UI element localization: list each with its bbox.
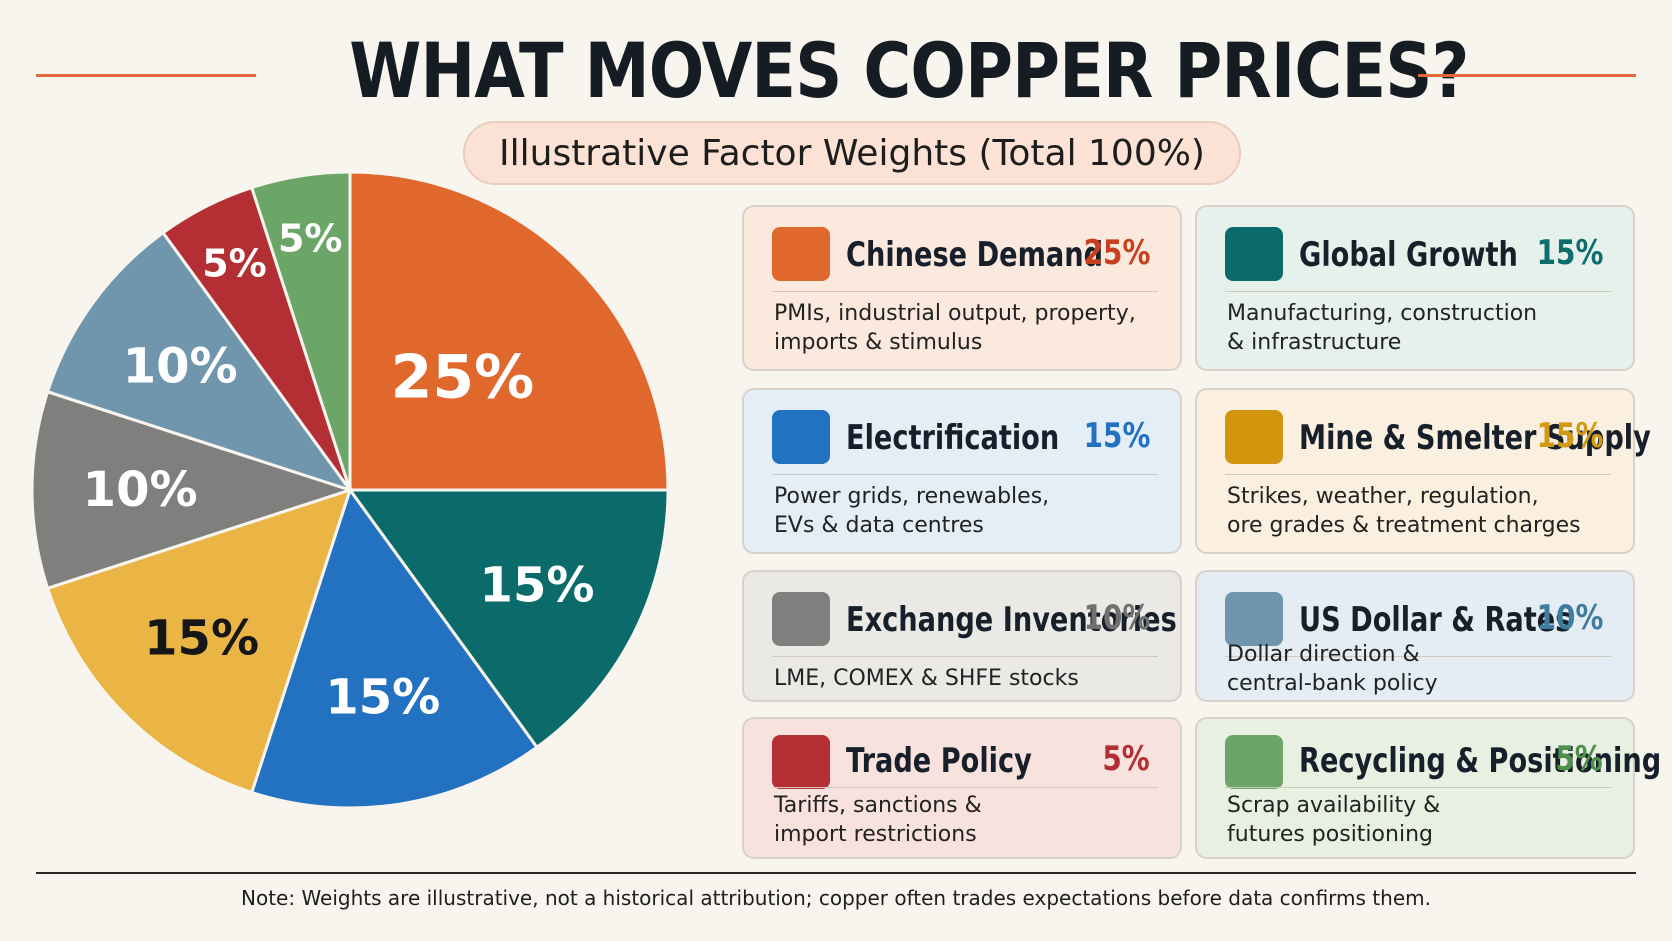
swatch-us-dollar-rates bbox=[1225, 592, 1283, 646]
card-description-line: Scrap availability & bbox=[1227, 793, 1441, 818]
swatch-electrification bbox=[772, 410, 830, 464]
card-divider bbox=[1225, 656, 1611, 657]
swatch-exchange-inventories bbox=[772, 592, 830, 646]
card-description: PMIs, industrial output, property, impor… bbox=[774, 299, 1162, 357]
swatch-recycling-positioning bbox=[1225, 735, 1283, 789]
card-chinese-demand: Chinese Demand 25% PMIs, industrial outp… bbox=[742, 205, 1182, 371]
card-divider bbox=[1225, 474, 1611, 475]
pie-slice-recycling-positioning bbox=[249, 170, 352, 491]
card-title: Exchange Inventories bbox=[846, 600, 1177, 640]
card-header: Mine & Smelter Supply 15% bbox=[1299, 412, 1651, 464]
card-title: Recycling & Positioning bbox=[1299, 741, 1662, 781]
title-rule-right bbox=[1418, 74, 1636, 77]
pie-slice-mine-smelter-supply bbox=[45, 487, 353, 795]
pie-slice-electrification bbox=[249, 486, 540, 810]
card-description-line: LME, COMEX & SHFE stocks bbox=[774, 666, 1079, 691]
card-description-line: central-bank policy bbox=[1227, 671, 1438, 696]
card-percent: 15% bbox=[1536, 416, 1603, 456]
pie-label-global-growth: 15% bbox=[480, 557, 595, 613]
card-electrification: Electrification 15% Power grids, renewab… bbox=[742, 388, 1182, 554]
card-header: Electrification 15% bbox=[846, 412, 1166, 464]
card-description-line: PMIs, industrial output, property, bbox=[774, 301, 1136, 326]
card-description-line: EVs & data centres bbox=[774, 513, 984, 538]
card-description-line: futures positioning bbox=[1227, 822, 1433, 847]
card-description: Scrap availability & futures positioning bbox=[1227, 791, 1615, 849]
card-global-growth: Global Growth 15% Manufacturing, constru… bbox=[1195, 205, 1635, 371]
card-description: Dollar direction & central-bank policy bbox=[1227, 640, 1615, 698]
card-description: LME, COMEX & SHFE stocks bbox=[774, 664, 1162, 693]
swatch-chinese-demand bbox=[772, 227, 830, 281]
card-divider bbox=[1225, 787, 1611, 788]
pie-label-mine-smelter-supply: 15% bbox=[144, 610, 259, 666]
pie-label-exchange-inventories: 10% bbox=[83, 462, 198, 518]
card-description: Power grids, renewables, EVs & data cent… bbox=[774, 482, 1162, 540]
title-rule-left bbox=[36, 74, 256, 77]
pie-chart: 25% 15% 15% 15% 10% 10% 5%5% bbox=[30, 170, 670, 810]
card-recycling-positioning: Recycling & Positioning 5% Scrap availab… bbox=[1195, 717, 1661, 859]
card-description: Manufacturing, construction & infrastruc… bbox=[1227, 299, 1615, 357]
card-percent: 5% bbox=[1555, 739, 1603, 779]
pie-slice-exchange-inventories bbox=[30, 389, 355, 591]
card-us-dollar-rates: US Dollar & Rates 10% Dollar direction &… bbox=[1195, 570, 1635, 702]
pie-label-electrification: 15% bbox=[325, 669, 440, 725]
card-description-line: Manufacturing, construction bbox=[1227, 301, 1538, 326]
subtitle-pill: Illustrative Factor Weights (Total 100%) bbox=[463, 121, 1241, 185]
card-header: Chinese Demand 25% bbox=[846, 229, 1166, 281]
card-description: Tariffs, sanctions & import restrictions bbox=[774, 791, 1162, 849]
card-description-line: import restrictions bbox=[774, 822, 977, 847]
swatch-mine-smelter-supply bbox=[1225, 410, 1283, 464]
pie-slice-us-dollar-rates bbox=[45, 230, 354, 493]
card-title: Trade Policy bbox=[846, 741, 1032, 781]
footnote: Note: Weights are illustrative, not a hi… bbox=[241, 886, 1431, 910]
card-title: Global Growth bbox=[1299, 235, 1518, 275]
card-divider bbox=[772, 787, 1158, 788]
pie-slice-global-growth bbox=[347, 488, 670, 750]
card-description-line: Strikes, weather, regulation, bbox=[1227, 484, 1539, 509]
card-mine-smelter-supply: Mine & Smelter Supply 15% Strikes, weath… bbox=[1195, 388, 1651, 554]
card-percent: 10% bbox=[1536, 598, 1603, 638]
pie-label-recycling-positioning: 5% bbox=[278, 217, 343, 261]
card-divider bbox=[772, 656, 1158, 657]
title-area: WHAT MOVES COPPER PRICES? bbox=[0, 8, 1672, 118]
card-title: Chinese Demand bbox=[846, 235, 1104, 275]
card-percent: 25% bbox=[1083, 233, 1150, 273]
card-header: Recycling & Positioning 5% bbox=[1299, 735, 1661, 787]
card-percent: 5% bbox=[1102, 739, 1150, 779]
card-divider bbox=[1225, 291, 1611, 292]
card-divider bbox=[772, 474, 1158, 475]
card-header: Global Growth 15% bbox=[1299, 229, 1619, 281]
pie-slice-chinese-demand bbox=[348, 170, 670, 492]
card-percent: 10% bbox=[1083, 598, 1150, 638]
card-header: US Dollar & Rates 10% bbox=[1299, 594, 1619, 646]
card-title: US Dollar & Rates bbox=[1299, 600, 1572, 640]
pie-label-us-dollar-rates: 10% bbox=[123, 339, 238, 395]
card-percent: 15% bbox=[1083, 416, 1150, 456]
card-description-line: Dollar direction & bbox=[1227, 642, 1420, 667]
page-title: WHAT MOVES COPPER PRICES? bbox=[349, 26, 1469, 115]
card-description-line: imports & stimulus bbox=[774, 330, 983, 355]
card-header: Exchange Inventories 10% bbox=[846, 594, 1177, 646]
card-divider bbox=[772, 291, 1158, 292]
card-description-line: Power grids, renewables, bbox=[774, 484, 1050, 509]
card-percent: 15% bbox=[1536, 233, 1603, 273]
card-description-line: & infrastructure bbox=[1227, 330, 1402, 355]
footer-rule bbox=[36, 872, 1636, 874]
card-exchange-inventories: Exchange Inventories 10% LME, COMEX & SH… bbox=[742, 570, 1182, 702]
card-description: Strikes, weather, regulation, ore grades… bbox=[1227, 482, 1615, 540]
swatch-global-growth bbox=[1225, 227, 1283, 281]
card-header: Trade Policy 5% bbox=[846, 735, 1166, 787]
card-description-line: ore grades & treatment charges bbox=[1227, 513, 1581, 538]
card-trade-policy: Trade Policy 5% Tariffs, sanctions & imp… bbox=[742, 717, 1182, 859]
card-title: Electrification bbox=[846, 418, 1060, 458]
pie-label-trade-policy: 5% bbox=[202, 241, 267, 285]
card-title: Mine & Smelter Supply bbox=[1299, 418, 1651, 458]
swatch-trade-policy bbox=[772, 735, 830, 789]
pie-label-chinese-demand: 25% bbox=[391, 343, 535, 413]
card-description-line: Tariffs, sanctions & bbox=[774, 793, 982, 818]
